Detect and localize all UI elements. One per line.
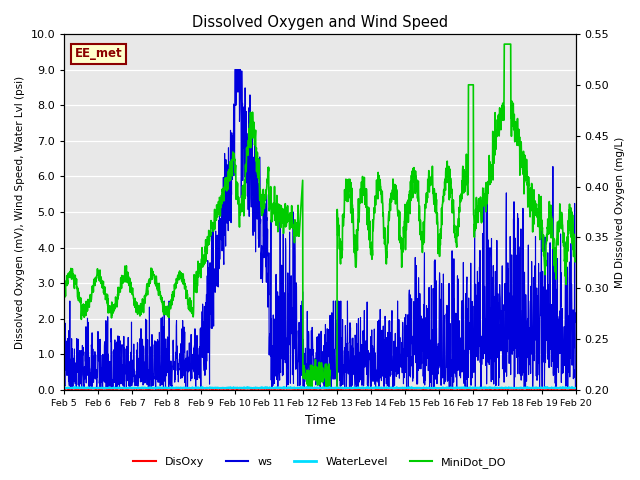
Y-axis label: MD Dissolved Oxygen (mg/L): MD Dissolved Oxygen (mg/L)	[615, 136, 625, 288]
Title: Dissolved Oxygen and Wind Speed: Dissolved Oxygen and Wind Speed	[192, 15, 448, 30]
Text: EE_met: EE_met	[74, 47, 122, 60]
Legend: DisOxy, ws, WaterLevel, MiniDot_DO: DisOxy, ws, WaterLevel, MiniDot_DO	[129, 452, 511, 472]
Y-axis label: Dissolved Oxygen (mV), Wind Speed, Water Lvl (psi): Dissolved Oxygen (mV), Wind Speed, Water…	[15, 75, 25, 348]
X-axis label: Time: Time	[305, 414, 335, 427]
